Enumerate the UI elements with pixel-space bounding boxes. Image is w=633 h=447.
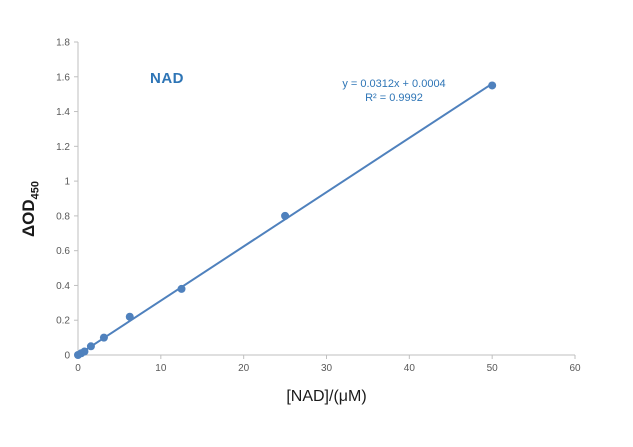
data-point xyxy=(281,211,290,220)
x-tick-label: 60 xyxy=(569,363,581,374)
x-tick-label: 0 xyxy=(75,363,81,374)
x-tick-label: 40 xyxy=(404,363,416,374)
x-axis-title: [NAD]/(μM) xyxy=(286,388,367,405)
data-point xyxy=(177,284,186,293)
data-point xyxy=(86,342,95,351)
y-axis-title-text: ΔOD xyxy=(19,199,38,238)
y-tick-label: 1.2 xyxy=(56,142,70,153)
x-tick-label: 30 xyxy=(321,363,333,374)
equation-line: y = 0.0312x + 0.0004 xyxy=(342,78,446,90)
data-point xyxy=(99,333,108,342)
x-tick-label: 50 xyxy=(487,363,499,374)
data-point xyxy=(80,347,89,356)
y-tick-label: 1.8 xyxy=(56,38,70,49)
y-tick-label: 1.6 xyxy=(56,72,70,83)
chart-title: NAD xyxy=(150,70,184,87)
y-tick-label: 0.6 xyxy=(56,246,70,257)
y-axis-title-subscript: 450 xyxy=(29,180,42,200)
r-squared-line: R² = 0.9992 xyxy=(365,92,423,104)
y-tick-label: 0.2 xyxy=(56,316,70,327)
data-point xyxy=(488,81,497,90)
x-tick-label: 10 xyxy=(155,363,167,374)
y-tick-label: 1.4 xyxy=(56,107,70,118)
trendline-equation: y = 0.0312x + 0.0004 R² = 0.9992 xyxy=(310,77,478,105)
x-tick-label: 20 xyxy=(238,363,250,374)
y-tick-label: 0 xyxy=(64,351,70,362)
data-point xyxy=(125,312,134,321)
y-tick-label: 0.8 xyxy=(56,211,70,222)
y-axis-title: ΔOD450 xyxy=(19,129,41,289)
y-tick-label: 0.4 xyxy=(56,281,70,292)
y-tick-label: 1 xyxy=(64,177,70,188)
